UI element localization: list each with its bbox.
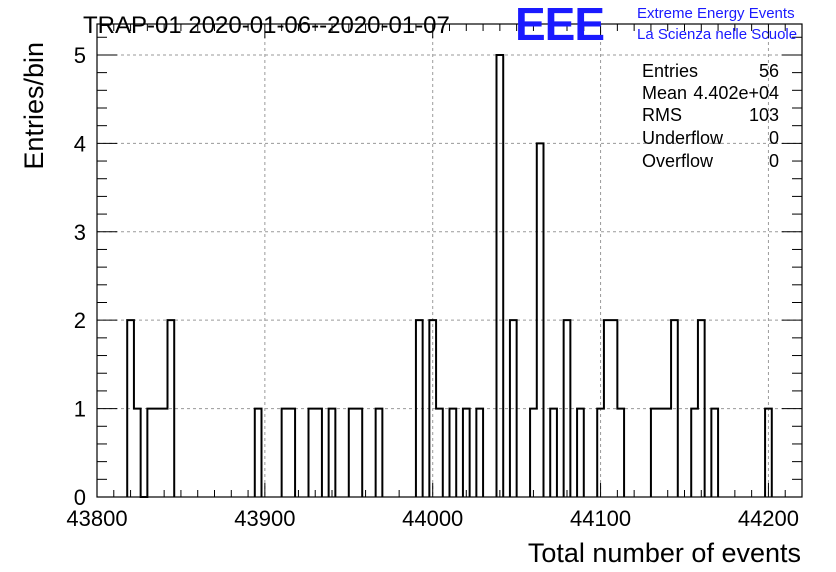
stats-mean-value: 4.402e+04 <box>693 83 779 103</box>
histogram-bar <box>309 409 316 497</box>
stats-overflow-label: Overflow <box>642 151 714 171</box>
y-tick-label: 3 <box>74 220 86 245</box>
histogram-bar <box>376 409 383 497</box>
histogram-outline <box>126 53 773 498</box>
chart-title: TRAP-01 2020-01-06--2020-01-07 <box>83 12 450 39</box>
histogram-bar <box>154 409 161 497</box>
histogram-bar <box>161 409 168 497</box>
histogram-bar <box>550 409 557 497</box>
eee-logo-mark: EEE <box>515 0 604 50</box>
stats-box: Entries 56 Mean 4.402e+04 RMS 103 Underf… <box>642 61 779 171</box>
x-tick-label: 43800 <box>66 506 127 531</box>
histogram-bar <box>530 409 537 497</box>
x-tick-label: 44000 <box>402 506 463 531</box>
histogram-bar <box>577 409 584 497</box>
histogram-bar <box>691 409 698 497</box>
histogram-bar <box>658 409 665 497</box>
histogram-bar <box>497 55 504 497</box>
histogram-bar <box>134 409 141 497</box>
histogram-bar <box>349 409 356 497</box>
x-tick-label: 44200 <box>738 506 799 531</box>
histogram-bar <box>711 409 718 497</box>
stats-underflow-label: Underflow <box>642 128 724 148</box>
y-tick-label: 2 <box>74 308 86 333</box>
axis-ticks <box>96 24 802 498</box>
eee-logo: EEE Extreme Energy Events La Scienza nel… <box>515 0 797 50</box>
histogram-bar <box>147 409 154 497</box>
y-axis-title: Entries/bin <box>19 42 49 170</box>
x-tick-label: 43900 <box>234 506 295 531</box>
x-tick-label: 44100 <box>570 506 631 531</box>
x-tick-labels: 43800 43900 44000 44100 44200 <box>66 506 799 531</box>
stats-entries-value: 56 <box>759 61 779 81</box>
stats-entries-label: Entries <box>642 61 698 81</box>
y-tick-label: 4 <box>74 131 86 156</box>
y-tick-label: 1 <box>74 397 86 422</box>
histogram-bar <box>329 409 336 497</box>
stats-underflow-value: 0 <box>769 128 779 148</box>
histogram-bar <box>315 409 322 497</box>
y-tick-label: 0 <box>74 485 86 510</box>
histogram-bar <box>651 409 658 497</box>
histogram-bar <box>664 409 671 497</box>
histogram-bar <box>436 409 443 497</box>
stats-rms-label: RMS <box>642 105 682 125</box>
histogram-bar <box>282 409 289 497</box>
histogram-bar <box>463 409 470 497</box>
histogram-bar <box>255 409 262 497</box>
x-axis-title: Total number of events <box>528 538 801 568</box>
eee-logo-line1: Extreme Energy Events <box>637 5 795 22</box>
y-tick-labels: 0 1 2 3 4 5 <box>74 43 86 510</box>
stats-rms-value: 103 <box>749 105 779 125</box>
histogram-bar <box>356 409 363 497</box>
y-tick-label: 5 <box>74 43 86 68</box>
eee-logo-line2: La Scienza nelle Scuole <box>637 26 797 43</box>
histogram-bar <box>450 409 457 497</box>
histogram-bar <box>617 409 624 497</box>
histogram-bar <box>476 409 483 497</box>
stats-overflow-value: 0 <box>769 151 779 171</box>
histogram-bar <box>288 409 295 497</box>
grid-lines <box>97 24 802 497</box>
stats-mean-label: Mean <box>642 83 687 103</box>
